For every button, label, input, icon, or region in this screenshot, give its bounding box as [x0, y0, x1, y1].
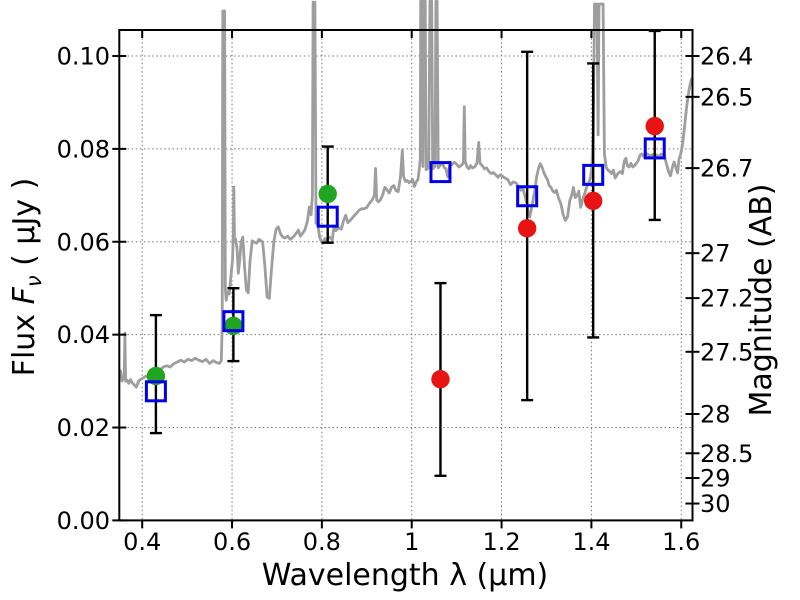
y-right-tick-label: 26.7 [700, 155, 753, 183]
y-left-tick-label: 0.06 [57, 228, 110, 256]
y-right-tick-label: 28 [700, 401, 731, 429]
tick-marks [112, 30, 700, 529]
red-photometry-point [583, 191, 603, 211]
model-photometry-square [516, 185, 539, 208]
y-right-tick-label: 26.5 [700, 83, 753, 111]
y-left-tick-label: 0.10 [57, 43, 110, 71]
y-left-tick-label: 0.08 [57, 135, 110, 163]
x-tick-label: 1.2 [482, 528, 520, 556]
x-tick-label: 1.4 [572, 528, 610, 556]
model-photometry-square [429, 161, 452, 184]
x-tick-label: 0.8 [303, 528, 341, 556]
green-photometry-point [318, 184, 337, 204]
y-right-axis-title: Magnitude (AB) [744, 184, 779, 417]
red-photometry-point [517, 219, 537, 238]
model-photometry-square [316, 205, 339, 228]
y-left-tick-label: 0.00 [57, 507, 110, 535]
model-photometry-square [643, 137, 666, 160]
plot-border [118, 29, 694, 522]
axis-text: 0.00 0.02 0.04 0.06 0.08 0.10 26.4 26.5 26.7 27 27… [7, 43, 779, 594]
green-photometry-point [224, 316, 243, 336]
x-axis-title: Wavelength λ (μm) [262, 558, 549, 593]
observed-spectrum-path [117, 0, 694, 389]
y-left-tick-label: 0.04 [57, 321, 110, 349]
axes-frame [118, 29, 694, 522]
y-left-tick-label: 0.02 [57, 414, 110, 442]
data-point-markers [144, 116, 666, 403]
x-tick-label: 0.6 [213, 528, 251, 556]
red-photometry-point [431, 370, 450, 389]
model-photometry-square [582, 163, 605, 186]
y-right-tick-label: 27.5 [700, 338, 753, 366]
y-right-tick-label: 30 [700, 490, 731, 518]
y-right-tick-label: 26.4 [700, 43, 753, 71]
y-right-tick-label: 27 [700, 240, 731, 268]
y-left-axis-title: Flux Fν ( μJy ) [7, 178, 46, 377]
x-tick-label: 0.4 [123, 528, 161, 556]
spectrum-line [117, 0, 694, 389]
red-photometry-point [645, 116, 664, 136]
y-right-tick-label: 29 [700, 465, 731, 493]
y-right-tick-label: 28.5 [700, 440, 753, 468]
y-right-tick-label: 27.2 [700, 285, 753, 313]
gridlines [119, 30, 693, 521]
model-photometry-square [144, 380, 167, 403]
x-tick-label: 1.6 [662, 528, 700, 556]
x-tick-label: 1 [404, 528, 419, 556]
model-photometry-square [222, 310, 245, 333]
